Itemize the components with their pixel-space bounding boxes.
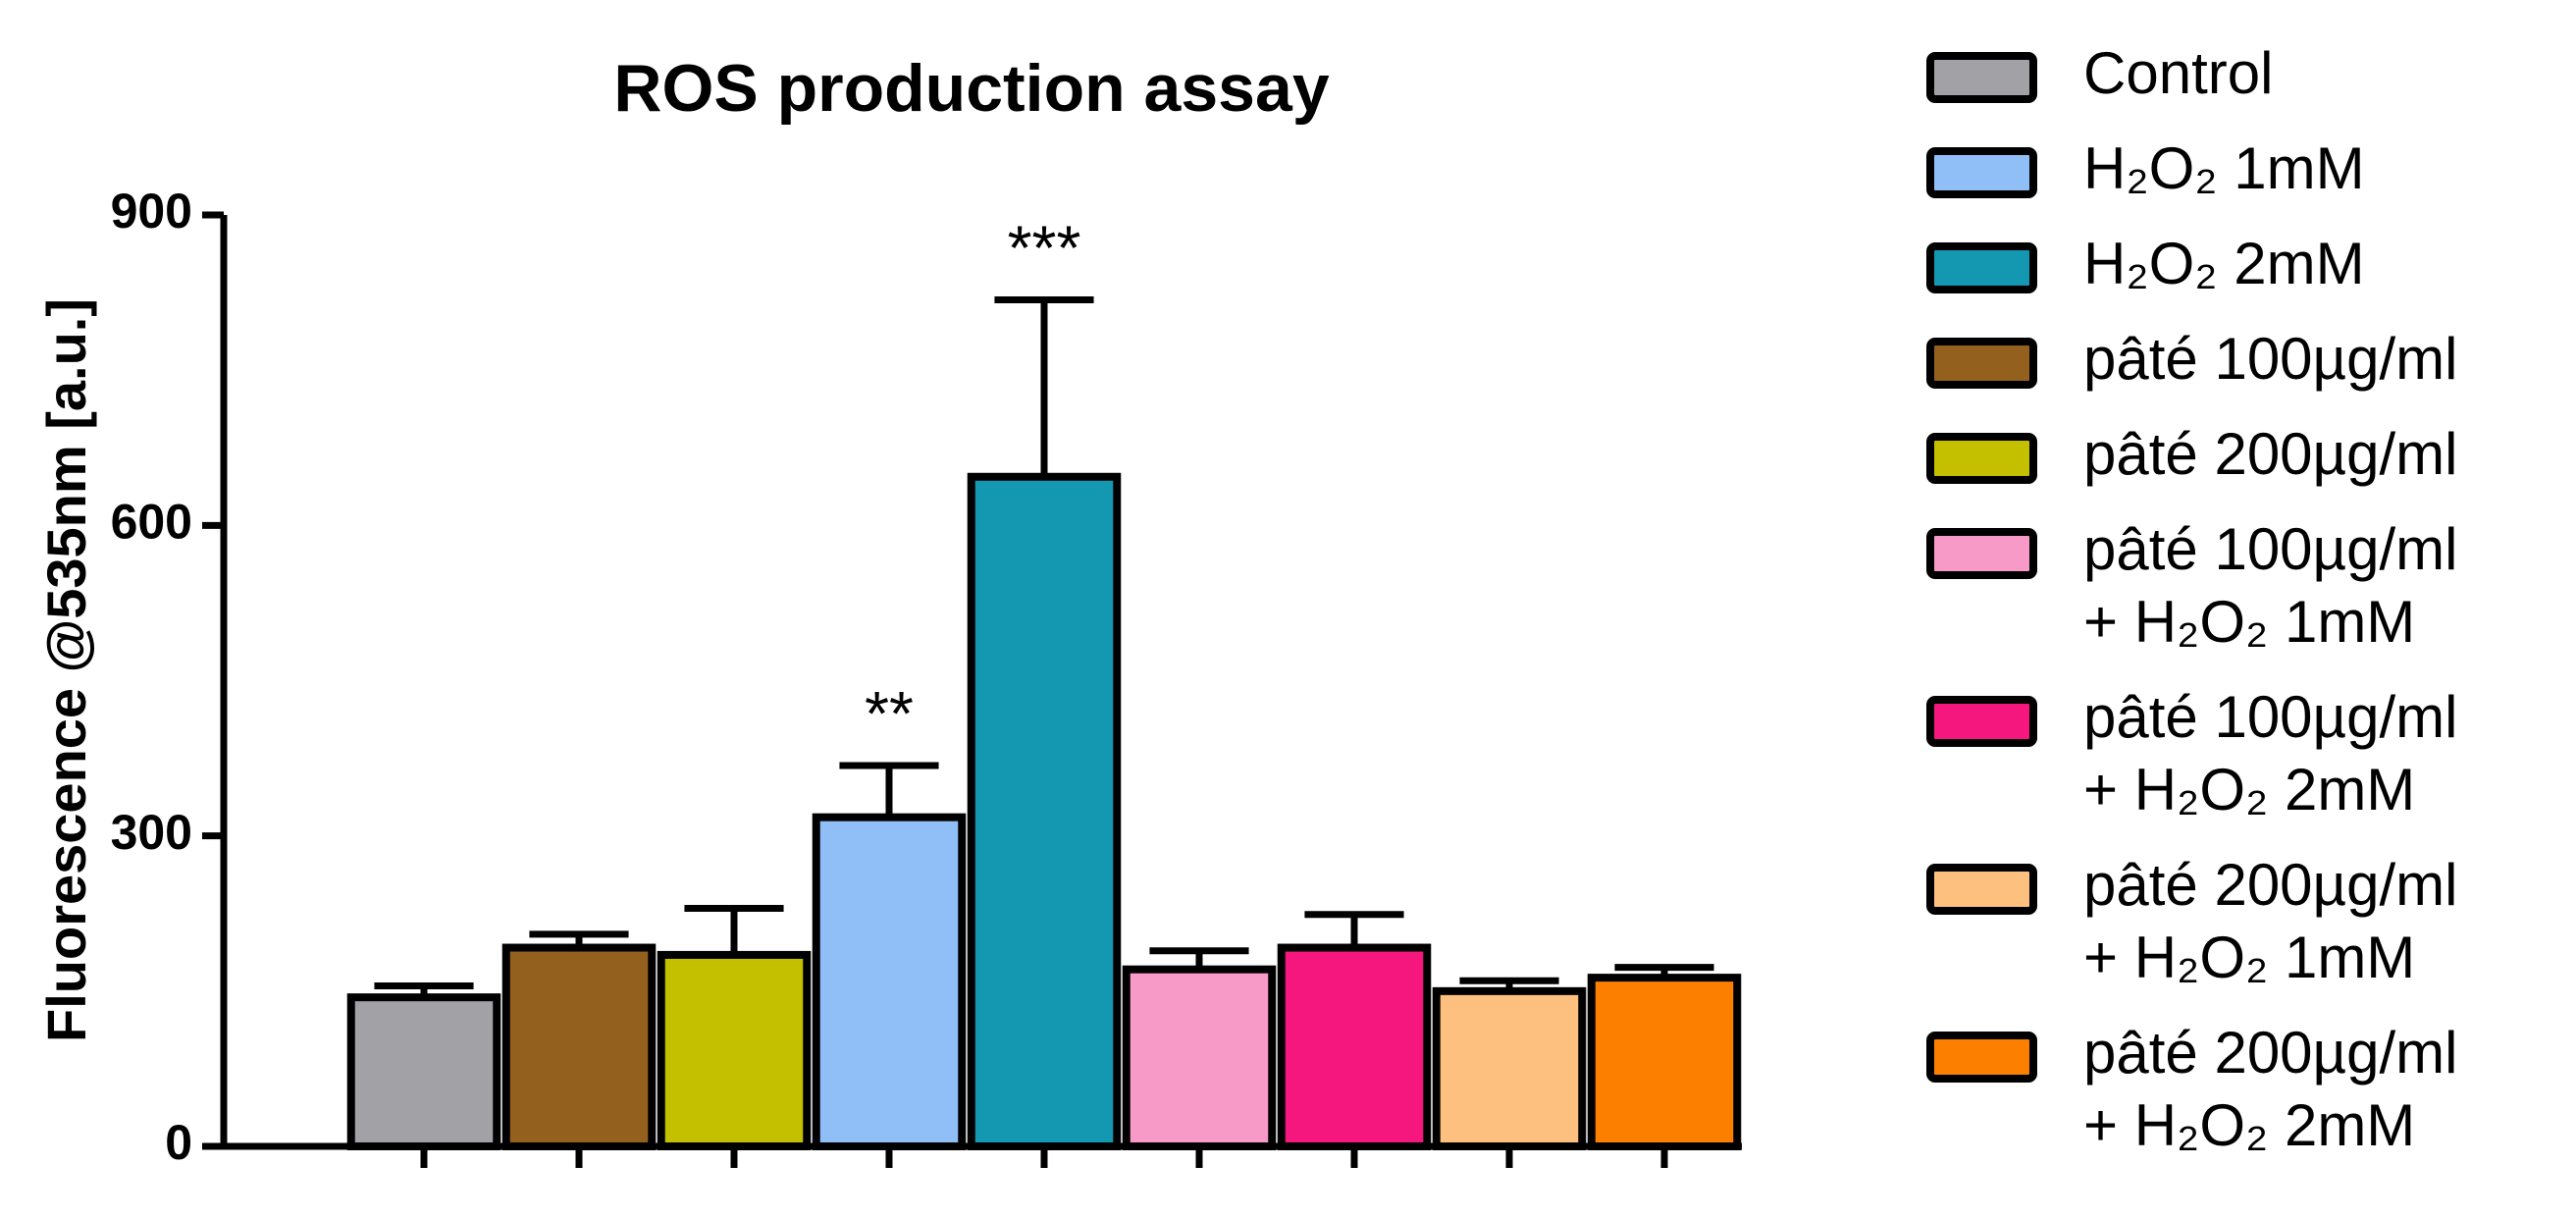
legend-label: H₂O₂ 1mM: [2083, 135, 2365, 201]
legend-label: pâté 200µg/ml: [2083, 421, 2457, 487]
y-tick-label: 900: [111, 184, 192, 238]
legend-swatch: [1926, 338, 2037, 389]
legend-swatch: [1926, 433, 2037, 484]
legend-swatch: [1926, 696, 2037, 747]
bar: [657, 950, 812, 1151]
bar: [1277, 943, 1432, 1151]
legend-swatch: [1926, 147, 2037, 198]
legend-swatch: [1926, 242, 2037, 293]
legend-swatch: [1926, 528, 2037, 579]
legend-label: pâté 100µg/ml: [2083, 326, 2457, 392]
y-axis-label: Fluorescence @535nm [a.u.]: [35, 298, 97, 1042]
bar: [1432, 986, 1587, 1150]
bar: [967, 472, 1122, 1151]
bar: [501, 943, 657, 1151]
significance-label: **: [865, 678, 914, 749]
chart-title: ROS production assay: [613, 51, 1329, 126]
legend-swatch: [1926, 1032, 2037, 1083]
bar: [812, 813, 967, 1150]
legend-label: pâté 100µg/ml + H₂O₂ 2mM: [2083, 684, 2457, 822]
legend-label: H₂O₂ 2mM: [2083, 231, 2365, 296]
legend-label: Control: [2083, 40, 2273, 106]
bar: [346, 993, 501, 1150]
significance-label: ***: [1008, 212, 1081, 283]
legend-swatch: [1926, 864, 2037, 915]
legend-swatch: [1926, 52, 2037, 103]
legend-label: pâté 200µg/ml + H₂O₂ 1mM: [2083, 852, 2457, 990]
legend-label: pâté 200µg/ml + H₂O₂ 2mM: [2083, 1020, 2457, 1158]
bar: [1122, 965, 1277, 1150]
y-tick-label: 300: [111, 805, 192, 860]
y-tick-label: 600: [111, 495, 192, 550]
legend-label: pâté 100µg/ml + H₂O₂ 1mM: [2083, 516, 2457, 655]
y-tick-label: 0: [165, 1115, 192, 1170]
bar: [1587, 974, 1742, 1150]
